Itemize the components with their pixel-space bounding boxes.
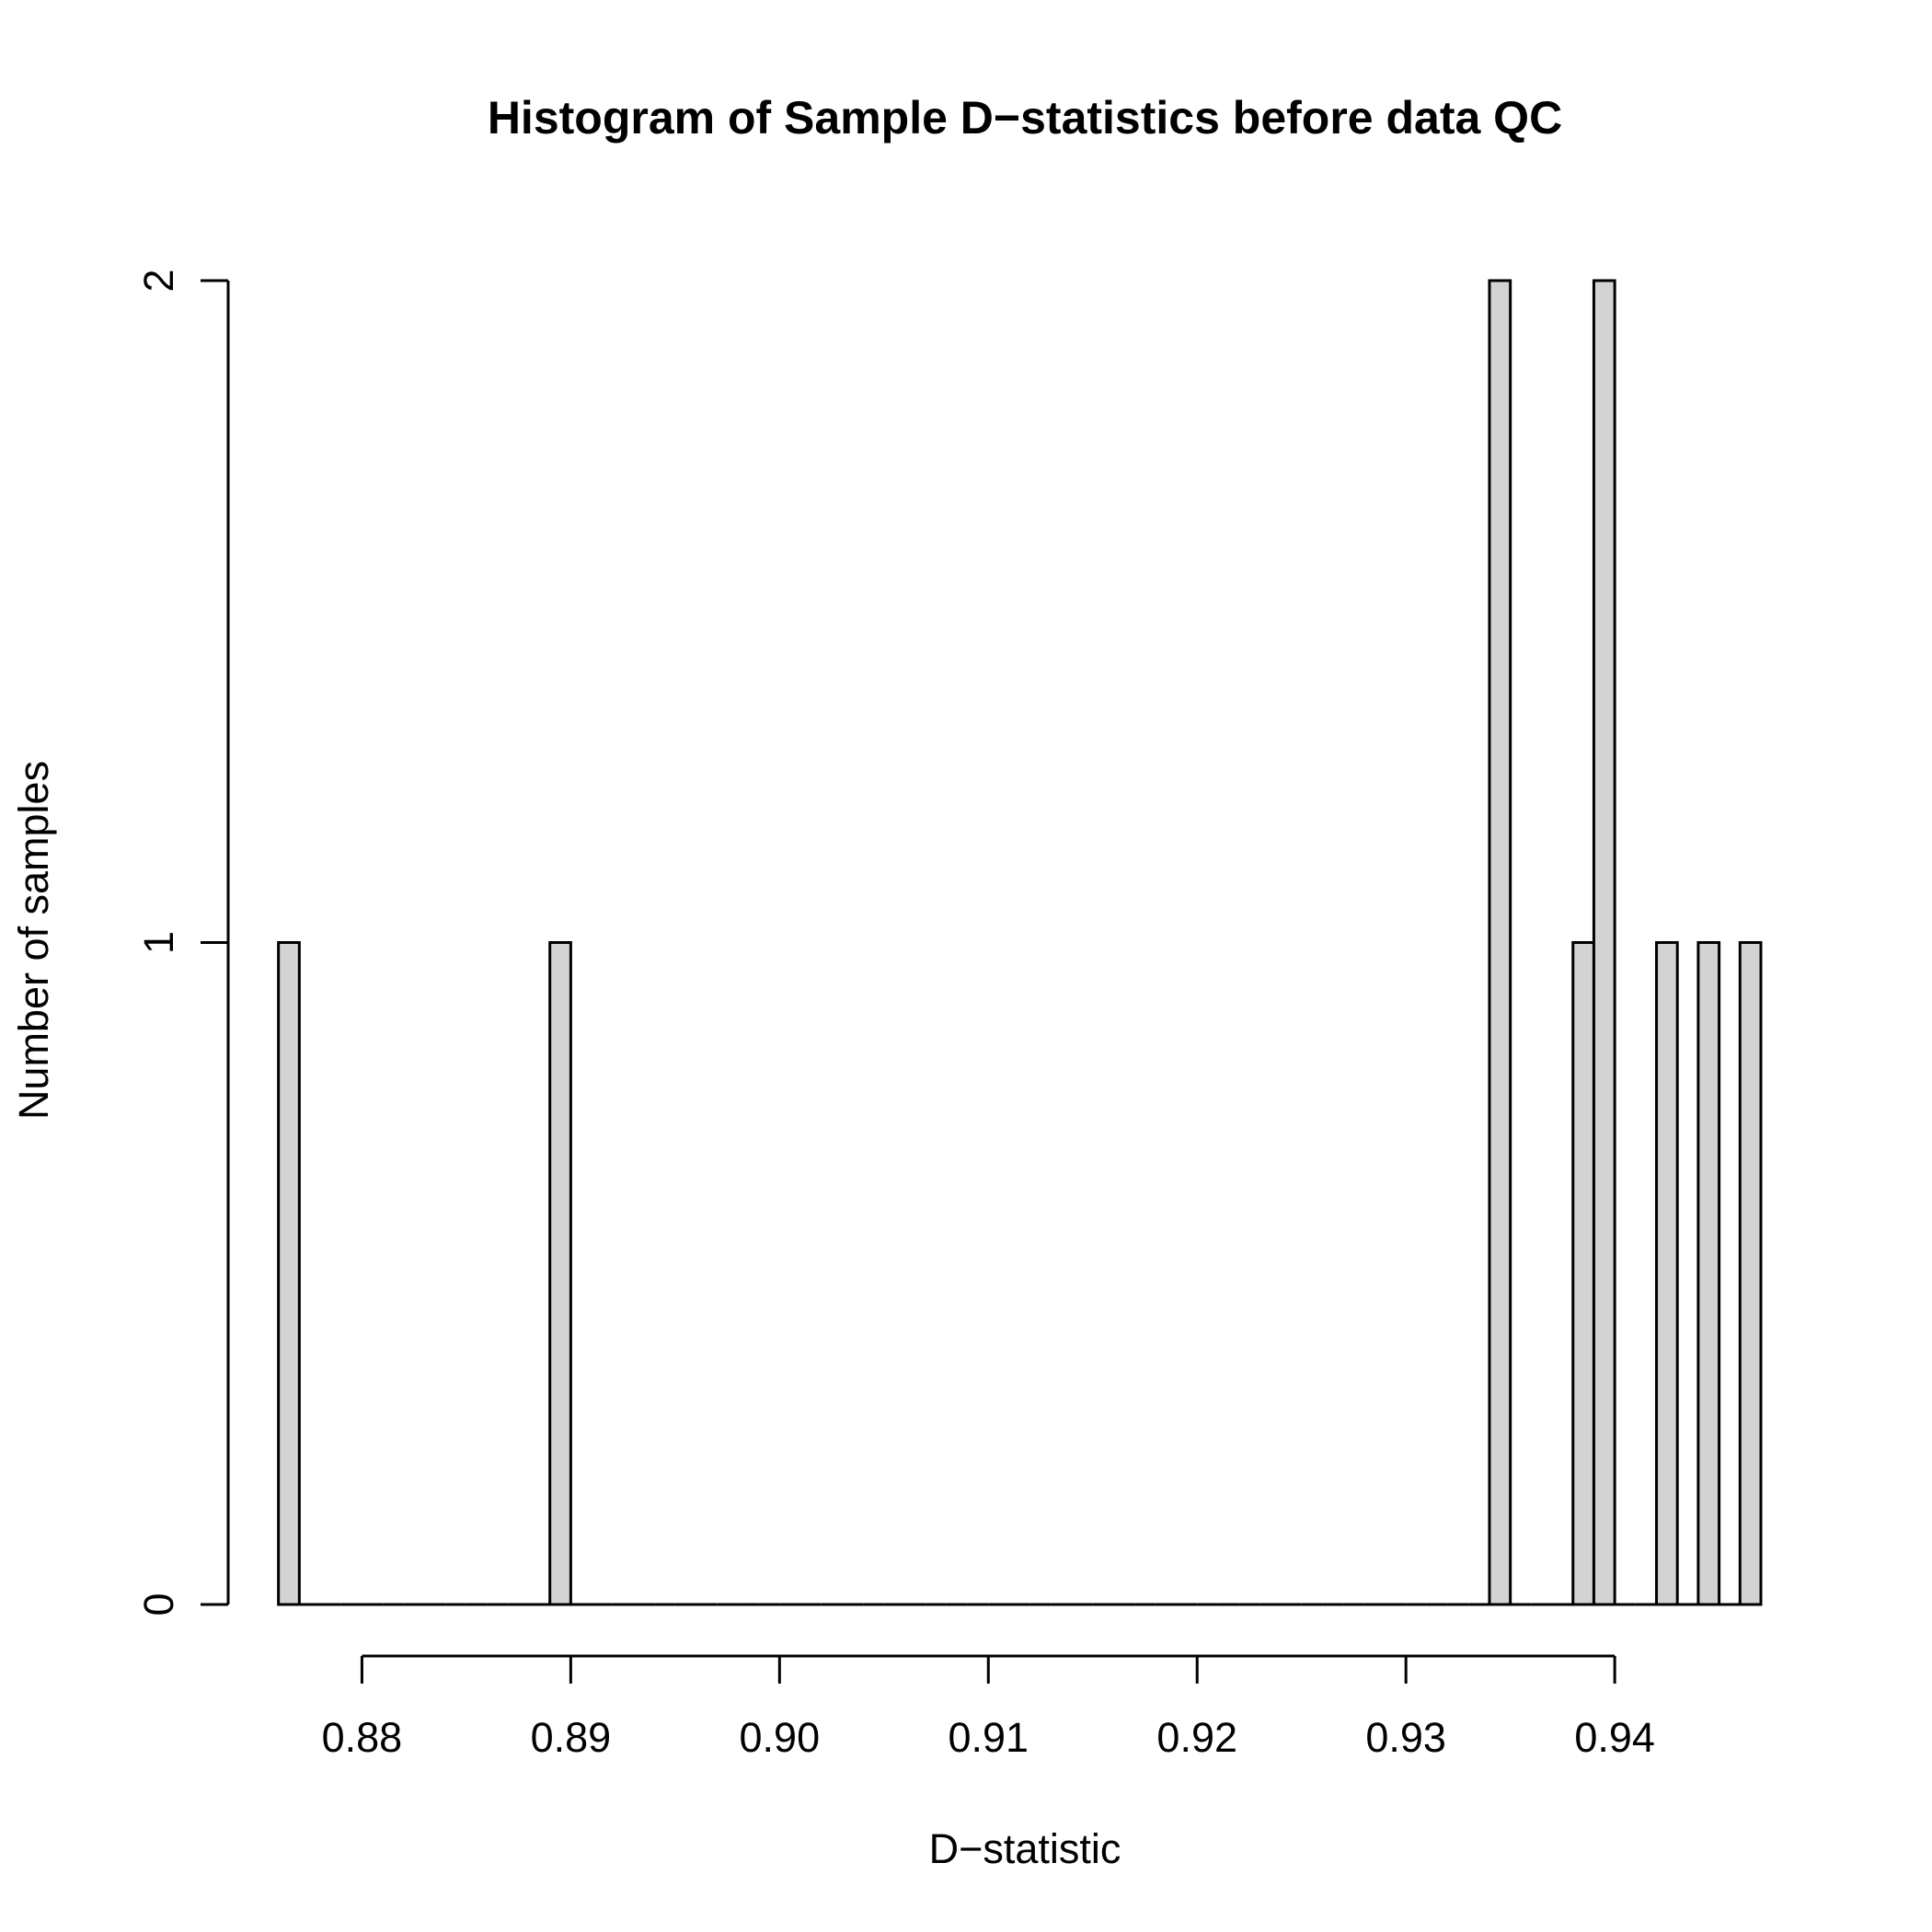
x-tick-label: 0.88 [322,1714,403,1761]
x-tick-label: 0.92 [1156,1714,1237,1761]
histogram-bar [1738,941,1763,1606]
y-tick-label: 0 [135,1593,182,1616]
bars-layer [277,279,1763,1606]
histogram-bar [548,941,572,1606]
chart-title: Histogram of Sample D−statistics before … [488,92,1562,144]
y-tick-label: 2 [135,269,182,292]
x-tick-label: 0.89 [531,1714,612,1761]
histogram-bar [1488,279,1512,1606]
histogram-bar [1655,941,1679,1606]
y-axis: 0 1 2 [135,269,230,1616]
x-tick-label: 0.91 [948,1714,1029,1761]
x-axis-label: D−statistic [929,1825,1121,1872]
x-tick-label: 0.94 [1574,1714,1655,1761]
y-tick-label: 1 [135,931,182,954]
histogram-bar [1696,941,1721,1606]
x-tick-label: 0.93 [1365,1714,1446,1761]
x-tick-label: 0.90 [740,1714,821,1761]
x-axis: 0.88 0.89 0.90 0.91 0.92 0.93 0.94 [322,1654,1655,1761]
histogram-bar [277,941,301,1606]
y-axis-label: Number of samples [10,761,57,1120]
histogram-bar [1592,279,1616,1606]
histogram-bar [1571,941,1595,1606]
